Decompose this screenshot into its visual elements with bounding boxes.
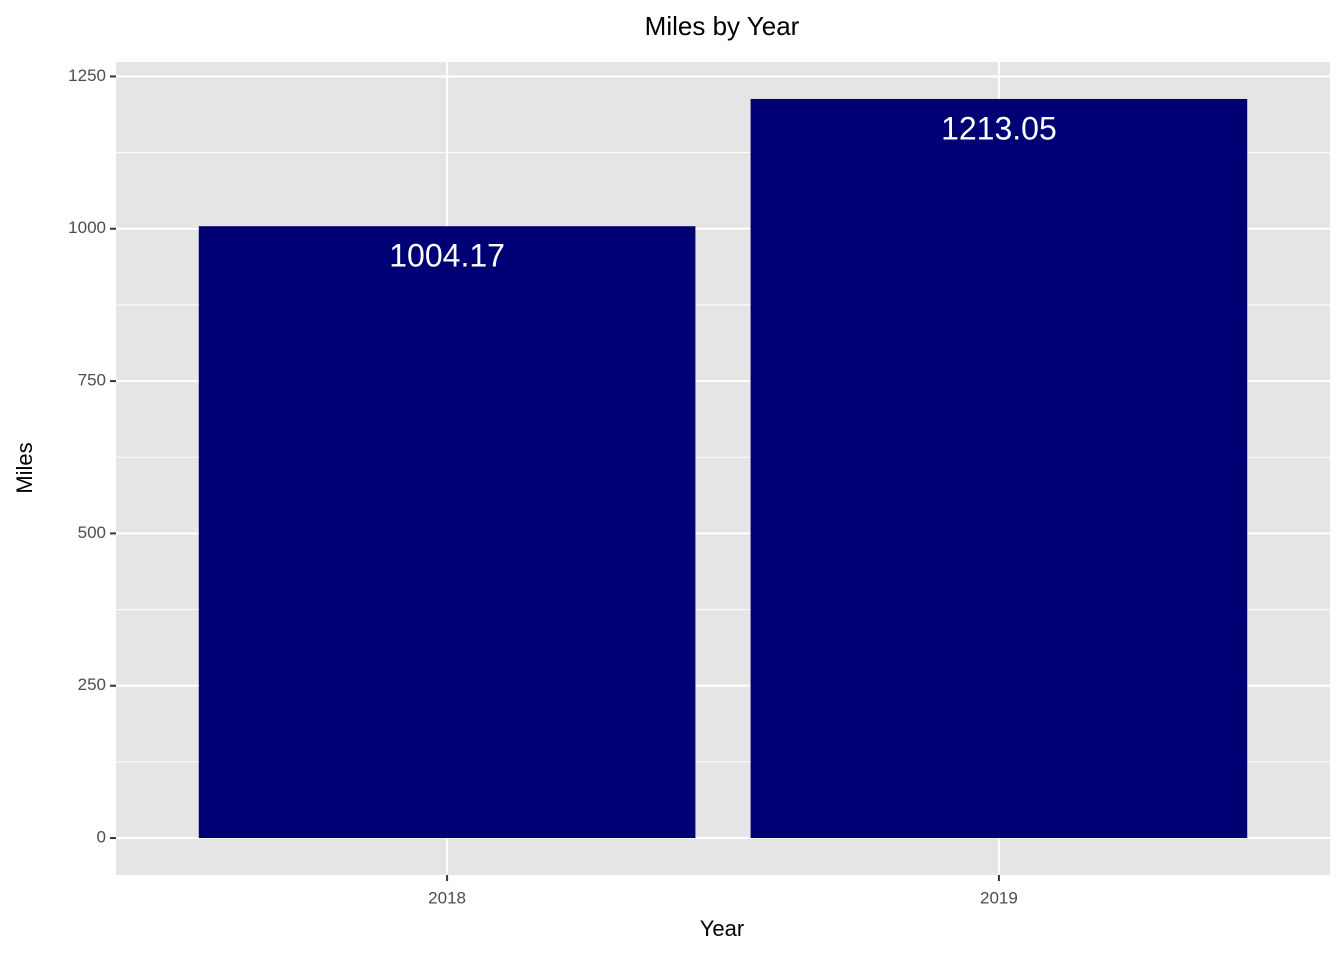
data-label: 1213.05 xyxy=(941,110,1057,146)
bar xyxy=(198,226,696,839)
bar xyxy=(750,98,1248,839)
y-tick-label: 750 xyxy=(78,371,106,390)
data-label: 1004.17 xyxy=(389,238,505,274)
y-axis-title: Miles xyxy=(12,442,37,493)
y-tick-label: 0 xyxy=(97,828,106,847)
x-axis-title: Year xyxy=(700,916,744,941)
x-tick-label: 2019 xyxy=(980,888,1018,907)
y-tick-label: 1250 xyxy=(68,66,106,85)
y-tick-label: 500 xyxy=(78,523,106,542)
chart-title: Miles by Year xyxy=(645,11,800,41)
x-tick-label: 2018 xyxy=(428,888,466,907)
y-tick-label: 250 xyxy=(78,675,106,694)
y-tick-label: 1000 xyxy=(68,218,106,237)
